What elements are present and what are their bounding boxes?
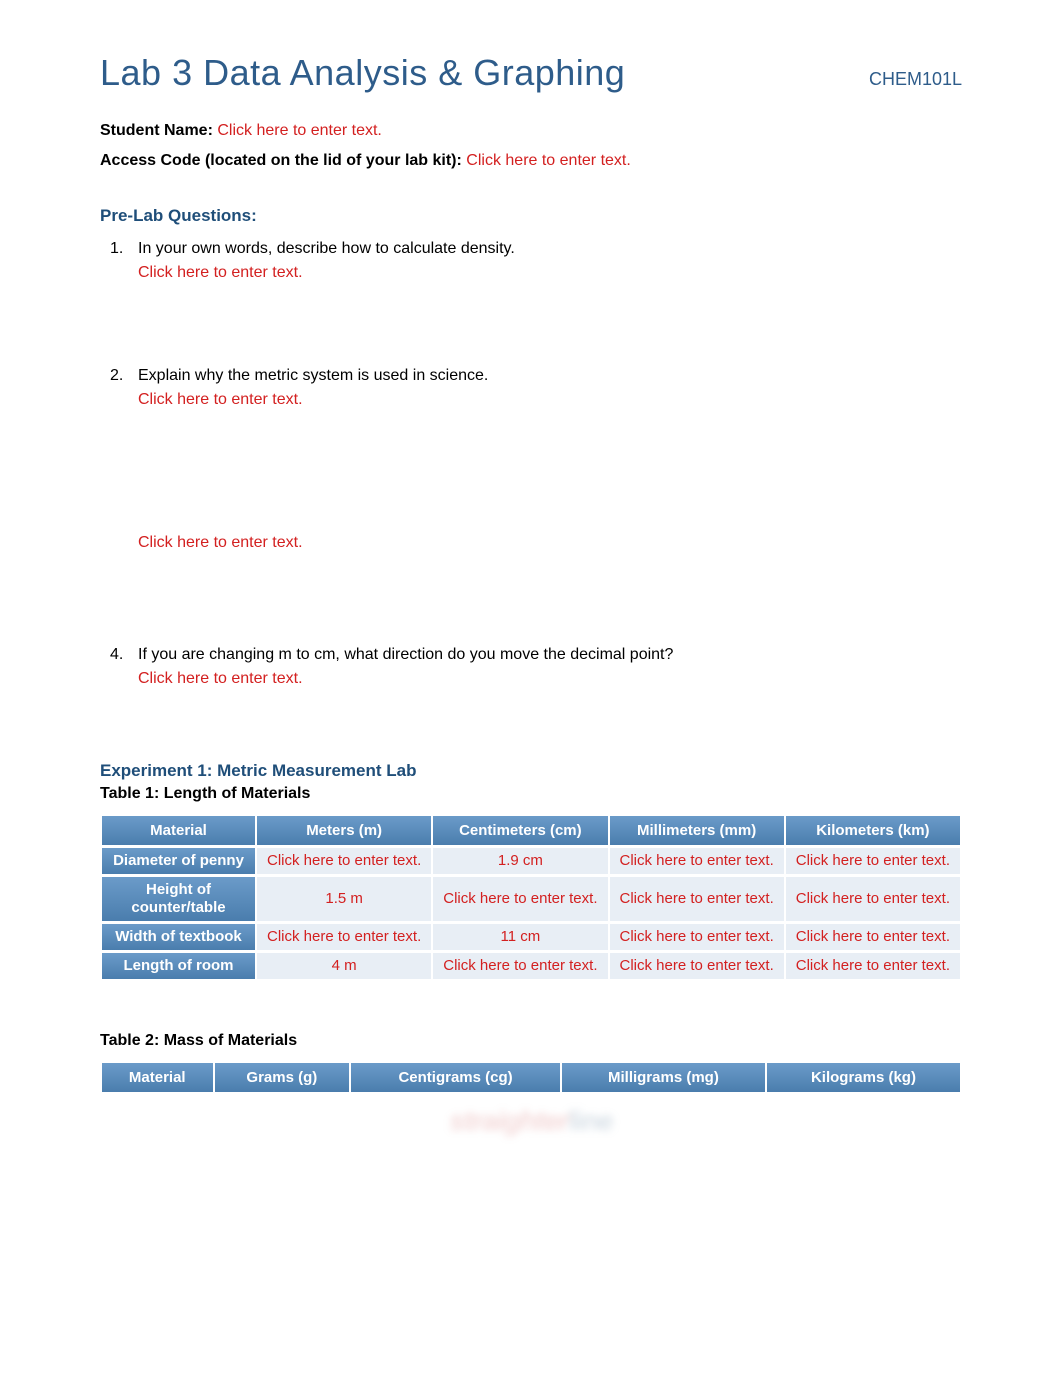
table-row: Length of room 4 m Click here to enter t… [102, 953, 960, 979]
t1-r3-cm[interactable]: Click here to enter text. [433, 953, 607, 979]
t1-r0-m[interactable]: Click here to enter text. [257, 848, 431, 874]
question-1-answer[interactable]: Click here to enter text. [138, 262, 962, 284]
t1-r0-cm[interactable]: 1.9 cm [433, 848, 607, 874]
header: Lab 3 Data Analysis & Graphing CHEM101L [100, 52, 962, 94]
question-3-answer[interactable]: Click here to enter text. [138, 532, 962, 554]
prelab-heading: Pre-Lab Questions: [100, 206, 962, 226]
t1-r2-m[interactable]: Click here to enter text. [257, 924, 431, 950]
t1-col-material: Material [102, 816, 255, 845]
table-row: Diameter of penny Click here to enter te… [102, 848, 960, 874]
t2-col-mg: Milligrams (mg) [562, 1063, 765, 1092]
access-code-label: Access Code (located on the lid of your … [100, 152, 462, 169]
table-row: Width of textbook Click here to enter te… [102, 924, 960, 950]
t1-r3-label: Length of room [102, 953, 255, 979]
question-1: In your own words, describe how to calcu… [138, 238, 962, 285]
t1-col-mm: Millimeters (mm) [610, 816, 784, 845]
t2-col-material: Material [102, 1063, 213, 1092]
t1-r2-label: Width of textbook [102, 924, 255, 950]
student-name-input[interactable]: Click here to enter text. [217, 122, 382, 139]
course-code: CHEM101L [869, 69, 962, 90]
t1-r0-km[interactable]: Click here to enter text. [786, 848, 960, 874]
t1-r3-mm[interactable]: Click here to enter text. [610, 953, 784, 979]
table-2-header-row: Material Grams (g) Centigrams (cg) Milli… [102, 1063, 960, 1092]
prelab-question-list: In your own words, describe how to calcu… [100, 238, 962, 691]
t1-col-km: Kilometers (km) [786, 816, 960, 845]
t2-col-cg: Centigrams (cg) [351, 1063, 560, 1092]
page-title: Lab 3 Data Analysis & Graphing [100, 52, 625, 94]
question-3-orphan: Click here to enter text. [138, 532, 962, 554]
t1-r1-cm[interactable]: Click here to enter text. [433, 877, 607, 921]
t1-col-m: Meters (m) [257, 816, 431, 845]
t1-r0-mm[interactable]: Click here to enter text. [610, 848, 784, 874]
table-1-header-row: Material Meters (m) Centimeters (cm) Mil… [102, 816, 960, 845]
t1-col-cm: Centimeters (cm) [433, 816, 607, 845]
experiment-1-heading: Experiment 1: Metric Measurement Lab [100, 761, 962, 781]
t1-r2-mm[interactable]: Click here to enter text. [610, 924, 784, 950]
question-2-text: Explain why the metric system is used in… [138, 367, 488, 384]
access-code-input[interactable]: Click here to enter text. [466, 152, 631, 169]
watermark-suffix: line [568, 1105, 612, 1136]
question-4-answer[interactable]: Click here to enter text. [138, 668, 962, 690]
t1-r1-m[interactable]: 1.5 m [257, 877, 431, 921]
t1-r0-label: Diameter of penny [102, 848, 255, 874]
t2-col-kg: Kilograms (kg) [767, 1063, 960, 1092]
table-2: Material Grams (g) Centigrams (cg) Milli… [100, 1060, 962, 1095]
t1-r2-cm[interactable]: 11 cm [433, 924, 607, 950]
question-2-answer[interactable]: Click here to enter text. [138, 389, 962, 411]
watermark: straighterline [449, 1105, 612, 1137]
student-name-field: Student Name: Click here to enter text. [100, 122, 962, 140]
table-row: Height of counter/table 1.5 m Click here… [102, 877, 960, 921]
t2-col-g: Grams (g) [215, 1063, 350, 1092]
table-1: Material Meters (m) Centimeters (cm) Mil… [100, 813, 962, 982]
t1-r1-km[interactable]: Click here to enter text. [786, 877, 960, 921]
watermark-brand: straighter [449, 1105, 568, 1136]
t1-r1-mm[interactable]: Click here to enter text. [610, 877, 784, 921]
question-1-text: In your own words, describe how to calcu… [138, 240, 515, 257]
table-2-title: Table 2: Mass of Materials [100, 1032, 962, 1050]
access-code-field: Access Code (located on the lid of your … [100, 152, 962, 170]
t1-r1-label: Height of counter/table [102, 877, 255, 921]
question-2: Explain why the metric system is used in… [138, 365, 962, 412]
student-name-label: Student Name: [100, 122, 213, 139]
t1-r2-km[interactable]: Click here to enter text. [786, 924, 960, 950]
question-4: If you are changing m to cm, what direct… [138, 644, 962, 691]
t1-r3-km[interactable]: Click here to enter text. [786, 953, 960, 979]
t1-r3-m[interactable]: 4 m [257, 953, 431, 979]
question-4-text: If you are changing m to cm, what direct… [138, 646, 673, 663]
table-1-title: Table 1: Length of Materials [100, 785, 962, 803]
